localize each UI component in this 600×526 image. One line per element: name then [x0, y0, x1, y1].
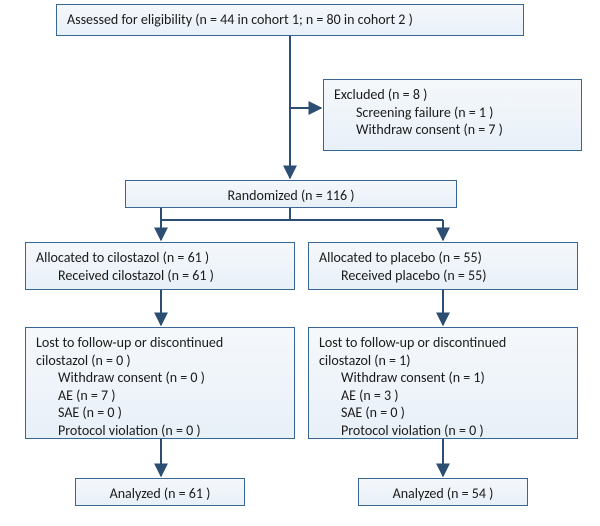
node-indent-line: Screening failure (n = 1 ) [334, 104, 571, 122]
node-indent-line: Received placebo (n = 55) [319, 267, 567, 285]
node-indent-line: Protocol violation (n = 0 ) [36, 422, 284, 440]
node-indent-line: Withdraw consent (n = 7 ) [334, 121, 571, 139]
node-lost_c: Lost to follow-up or discontinuedcilosta… [25, 327, 295, 439]
node-line: Analyzed (n = 54 ) [369, 485, 517, 503]
node-line: Allocated to placebo (n = 55) [319, 249, 567, 267]
node-lost_p: Lost to follow-up or discontinuedcilosta… [308, 327, 578, 439]
consort-flowchart: Assessed for eligibility (n = 44 in coho… [0, 0, 600, 526]
node-an_p: Analyzed (n = 54 ) [358, 478, 528, 506]
node-line: Allocated to cilostazol (n = 61 ) [36, 249, 284, 267]
node-line: cilostazol (n = 1) [319, 352, 567, 370]
node-line: Assessed for eligibility (n = 44 in coho… [67, 11, 513, 29]
node-indent-line: AE (n = 3 ) [319, 387, 567, 405]
node-indent-line: AE (n = 7 ) [36, 387, 284, 405]
node-alloc_c: Allocated to cilostazol (n = 61 )Receive… [25, 242, 295, 290]
node-assessed: Assessed for eligibility (n = 44 in coho… [56, 4, 524, 36]
node-indent-line: SAE (n = 0 ) [36, 404, 284, 422]
node-line: Lost to follow-up or discontinued [319, 334, 567, 352]
node-indent-line: Withdraw consent (n = 0 ) [36, 369, 284, 387]
node-line: Excluded (n = 8 ) [334, 86, 571, 104]
node-line: cilostazol (n = 0 ) [36, 352, 284, 370]
node-line: Lost to follow-up or discontinued [36, 334, 284, 352]
node-indent-line: Received cilostazol (n = 61 ) [36, 267, 284, 285]
node-indent-line: SAE (n = 0 ) [319, 404, 567, 422]
node-line: Analyzed (n = 61 ) [86, 485, 234, 503]
node-line: Randomized (n = 116 ) [136, 187, 446, 205]
node-an_c: Analyzed (n = 61 ) [75, 478, 245, 506]
node-alloc_p: Allocated to placebo (n = 55)Received pl… [308, 242, 578, 290]
node-indent-line: Withdraw consent (n = 1) [319, 369, 567, 387]
node-excluded: Excluded (n = 8 )Screening failure (n = … [323, 79, 582, 151]
node-randomized: Randomized (n = 116 ) [125, 180, 457, 208]
node-indent-line: Protocol violation (n = 0 ) [319, 422, 567, 440]
